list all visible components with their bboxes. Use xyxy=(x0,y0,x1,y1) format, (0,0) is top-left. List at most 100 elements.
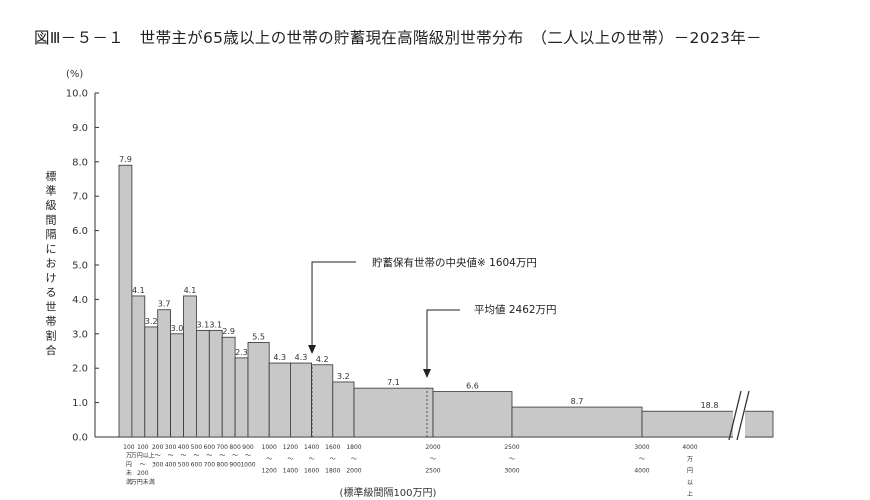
x-tick-label: 2000 xyxy=(425,444,440,451)
x-tick-label: 4000 xyxy=(682,444,697,451)
x-tick-label: 400 xyxy=(178,444,190,451)
x-tick-label: 1200 xyxy=(283,444,298,451)
bar-value-label: 7.1 xyxy=(387,378,400,387)
x-tick-label: ～ xyxy=(245,453,251,460)
median-annotation: 貯蓄保有世帯の中央値※ 1604万円 xyxy=(372,256,537,269)
x-tick-label: ～ xyxy=(140,461,146,468)
bar-value-label: 8.7 xyxy=(571,397,584,406)
x-tick-label: 円 xyxy=(687,468,693,475)
bar-value-label: 3.2 xyxy=(337,372,350,381)
x-tick-label: 1600 xyxy=(304,468,319,475)
x-tick-label: 上 xyxy=(687,490,693,498)
x-tick-label: 200 xyxy=(152,444,164,451)
bar xyxy=(353,387,434,438)
axis-break-mark xyxy=(736,390,750,441)
y-tick-label: 7.0 xyxy=(72,192,88,203)
bar xyxy=(221,336,236,438)
bar-value-label: 18.8 xyxy=(701,401,719,410)
x-tick-label: 4000 xyxy=(634,468,649,475)
bar xyxy=(432,391,513,438)
y-axis-title-char: け xyxy=(46,272,57,285)
bar xyxy=(311,364,334,438)
x-tick-label: 1800 xyxy=(325,468,340,475)
x-tick-label: ～ xyxy=(309,456,315,463)
axis-break-gap xyxy=(733,385,745,443)
x-tick-label: ～ xyxy=(287,456,293,463)
bar-value-label: 3.0 xyxy=(171,324,184,333)
x-tick-label: 800 xyxy=(216,461,228,468)
x-tick-label: ～ xyxy=(180,453,186,460)
bar-value-labels: 7.94.13.23.73.04.13.1 3.12.92.35.54.3 4.3 4… xyxy=(119,155,718,410)
y-axis-title-char: 準 xyxy=(46,184,57,198)
x-tick-label: 300 xyxy=(165,444,177,451)
x-tick-label: 万円以上 xyxy=(131,452,155,460)
x-tick-label: 100 xyxy=(137,444,149,451)
bar xyxy=(183,295,197,438)
x-tick-label: 以 xyxy=(687,479,693,486)
bar-value-label: 6.6 xyxy=(466,382,479,391)
axis-break-mark xyxy=(728,390,742,441)
x-tick-label: 未 xyxy=(126,469,132,477)
bar-value-label: 3.7 xyxy=(158,300,171,309)
bar-value-label: 3.2 xyxy=(145,317,158,326)
x-tick-label: 600 xyxy=(204,444,216,451)
x-axis-title: (標準級間隔100万円) xyxy=(340,486,437,499)
x-tick-label: 900 xyxy=(229,461,241,468)
x-tick-label: ～ xyxy=(193,453,199,460)
y-axis-title-char: 級 xyxy=(46,199,57,212)
x-tick-label: ～ xyxy=(330,456,336,463)
bar xyxy=(289,362,312,438)
x-tick-label: ～ xyxy=(351,456,357,463)
y-axis-title-char: 間 xyxy=(46,214,57,227)
x-tick-label: 200 xyxy=(137,470,149,477)
x-tick-labels: 100万円未満100万円以上～200万円未満200～300300～400400～… xyxy=(123,444,698,498)
bar xyxy=(157,309,171,438)
x-tick-label: 900 xyxy=(242,444,254,451)
bar xyxy=(234,357,249,438)
y-tick-label: 4.0 xyxy=(72,295,88,306)
x-tick-label: 700 xyxy=(204,461,216,468)
mean-leader-line xyxy=(426,309,460,374)
x-tick-label: 1400 xyxy=(304,444,319,451)
x-tick-label: 3000 xyxy=(634,444,649,451)
bar-value-label: 4.2 xyxy=(316,355,329,364)
y-tick-label: 6.0 xyxy=(72,226,88,237)
bar xyxy=(247,341,270,438)
x-tick-label: ～ xyxy=(509,456,515,463)
x-tick-label: 万 xyxy=(687,456,693,463)
x-tick-label: 円 xyxy=(126,461,132,468)
x-tick-label: ～ xyxy=(155,453,161,460)
x-tick-label: 万円未満 xyxy=(131,478,155,486)
x-tick-label: 1800 xyxy=(346,444,361,451)
bar xyxy=(641,410,774,438)
bar-value-label: 2.9 xyxy=(222,327,235,336)
mean-annotation: 平均値 2462万円 xyxy=(474,303,557,316)
chart-title: 図Ⅲ－５－１ 世帯主が65歳以上の世帯の貯蓄現在高階級別世帯分布 （二人以上の世… xyxy=(34,29,762,47)
y-tick-label: 3.0 xyxy=(72,329,88,340)
bar-value-label: 4.3 xyxy=(273,353,286,362)
bar-value-label: 4.1 xyxy=(132,286,145,295)
bar-value-label: 7.9 xyxy=(119,155,132,164)
x-tick-label: ～ xyxy=(206,453,212,460)
bar xyxy=(268,362,291,438)
bar-value-label: 3.1 xyxy=(196,320,209,329)
median-leader-line xyxy=(311,261,356,350)
y-axis-title-char: お xyxy=(46,257,57,270)
median-arrowhead xyxy=(308,345,317,354)
x-tick-label: 2500 xyxy=(504,444,519,451)
x-tick-label: 2500 xyxy=(425,468,440,475)
bars xyxy=(118,164,774,443)
mean-arrowhead xyxy=(422,369,431,378)
x-tick-label: 1200 xyxy=(262,468,277,475)
x-tick-label: ～ xyxy=(168,453,174,460)
x-tick-label: 300 xyxy=(152,461,164,468)
x-tick-label: 500 xyxy=(191,444,203,451)
bar-value-label: 3.1 xyxy=(209,320,222,329)
bar-value-label: 4.1 xyxy=(184,286,197,295)
bar xyxy=(118,164,133,438)
y-axis-title-char: 隔 xyxy=(46,228,57,241)
bar xyxy=(144,326,159,438)
bar xyxy=(131,295,146,438)
